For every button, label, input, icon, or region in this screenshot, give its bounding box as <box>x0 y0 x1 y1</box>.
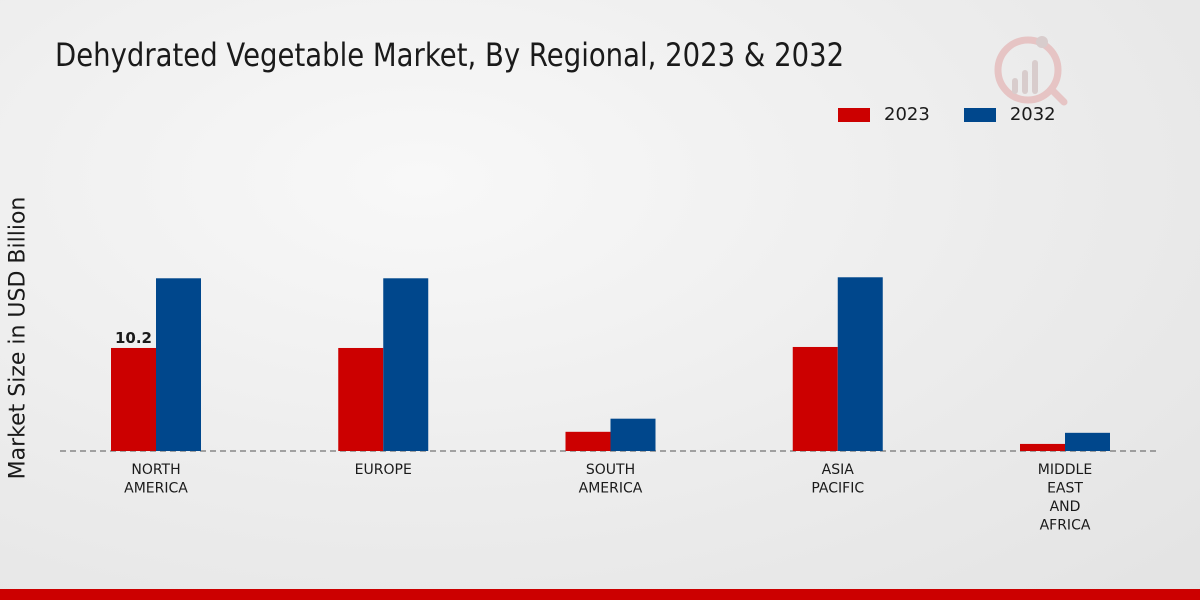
data-label: 10.2 <box>115 329 152 347</box>
x-tick-label-line: AMERICA <box>579 481 643 497</box>
bottom-accent-bar <box>0 589 1200 600</box>
legend-item-2023[interactable]: 2023 <box>838 104 930 125</box>
bar-2023-north-america[interactable] <box>111 347 156 451</box>
bar-2023-europe[interactable] <box>338 347 384 451</box>
bar-2032-middle-east-and-africa[interactable] <box>1065 432 1110 451</box>
x-tick-label: SOUTH AMERICA <box>579 462 643 497</box>
legend-swatch-2032 <box>963 107 996 122</box>
bar-2023-middle-east-and-africa[interactable] <box>1020 443 1065 451</box>
x-tick-label-line: AFRICA <box>1040 518 1091 534</box>
brand-logo-icon <box>994 36 1068 106</box>
x-tick-label-line: AND <box>1050 499 1081 515</box>
chart-title: Dehydrated Vegetable Market, By Regional… <box>55 36 845 74</box>
x-tick-label: NORTH AMERICA <box>124 462 188 497</box>
x-tick-label-line: AMERICA <box>124 481 188 497</box>
x-tick-label-line: MIDDLE <box>1038 462 1092 478</box>
bar-2032-south-america[interactable] <box>610 418 656 451</box>
x-tick-label: MIDDLE EAST AND AFRICA <box>1038 462 1092 534</box>
x-tick-label-line: EUROPE <box>355 462 412 478</box>
legend-item-2032[interactable]: 2032 <box>963 104 1056 125</box>
legend-label-2032: 2032 <box>1009 104 1056 125</box>
x-tick-label: ASIA PACIFIC <box>811 462 864 497</box>
bar-2023-south-america[interactable] <box>565 431 611 451</box>
bar-2023-asia-pacific[interactable] <box>792 346 838 451</box>
x-tick-label-line: ASIA <box>822 462 855 478</box>
x-tick-label-line: EAST <box>1047 481 1083 497</box>
legend-swatch-2023 <box>838 107 870 122</box>
bar-2032-asia-pacific[interactable] <box>837 277 883 451</box>
x-tick-label-line: PACIFIC <box>811 481 864 497</box>
x-tick-label: EUROPE <box>355 462 412 478</box>
bar-2032-europe[interactable] <box>383 278 429 451</box>
x-tick-label-line: NORTH <box>131 462 180 478</box>
x-tick-label-line: SOUTH <box>586 462 635 478</box>
legend: 2023 2032 <box>838 104 1056 125</box>
bar-2032-north-america[interactable] <box>156 278 201 451</box>
legend-label-2023: 2023 <box>884 104 930 125</box>
